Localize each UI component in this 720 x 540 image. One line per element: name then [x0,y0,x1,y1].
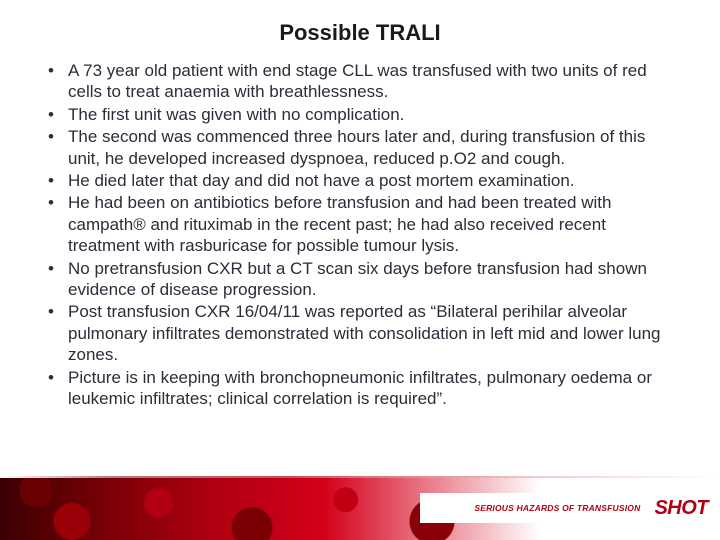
slide-content: A 73 year old patient with end stage CLL… [0,60,720,540]
bullet-item: He had been on antibiotics before transf… [42,192,678,256]
bullet-item: Picture is in keeping with bronchopneumo… [42,367,678,410]
bullet-item: No pretransfusion CXR but a CT scan six … [42,258,678,301]
bullet-list: A 73 year old patient with end stage CLL… [42,60,678,410]
footer-tagline: SERIOUS HAZARDS OF TRANSFUSION [474,503,640,513]
bullet-item: Post transfusion CXR 16/04/11 was report… [42,301,678,365]
footer-brand-bar: SERIOUS HAZARDS OF TRANSFUSION SHOT [420,493,720,523]
bullet-item: The second was commenced three hours lat… [42,126,678,169]
footer-logo: SHOT [654,497,708,520]
footer: SERIOUS HAZARDS OF TRANSFUSION SHOT [0,478,720,540]
slide-title: Possible TRALI [0,0,720,60]
bullet-item: A 73 year old patient with end stage CLL… [42,60,678,103]
bullet-item: The first unit was given with no complic… [42,104,678,125]
bullet-item: He died later that day and did not have … [42,170,678,191]
slide: Possible TRALI A 73 year old patient wit… [0,0,720,540]
